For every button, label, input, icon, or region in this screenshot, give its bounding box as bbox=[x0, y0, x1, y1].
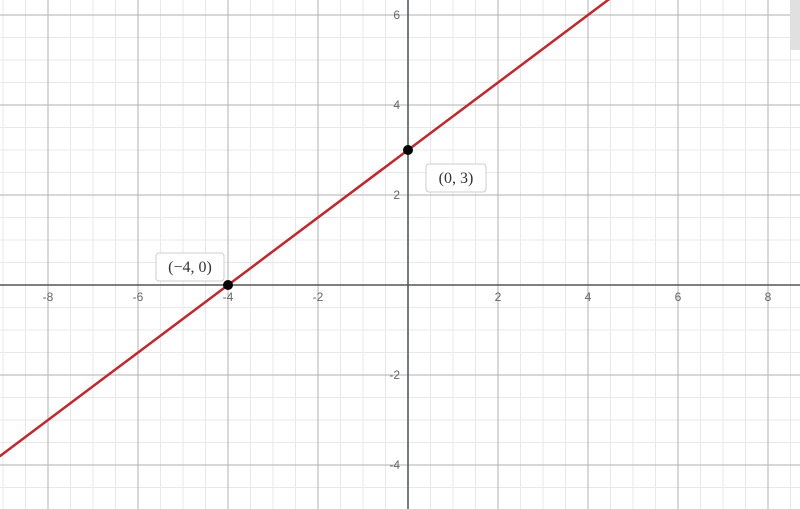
y-tick-label: 2 bbox=[393, 188, 400, 202]
y-tick-label: -2 bbox=[389, 368, 400, 382]
plotted-line bbox=[0, 0, 800, 471]
x-tick-label: -2 bbox=[313, 290, 324, 304]
chart-svg: -8 -6 -4 -2 2 4 6 8 -4 -2 2 4 6 (−4, 0) (0, 3) bbox=[0, 0, 800, 509]
plotted-point bbox=[403, 145, 413, 155]
x-tick-label: 4 bbox=[585, 290, 592, 304]
x-tick-label: 2 bbox=[495, 290, 502, 304]
x-tick-label: -8 bbox=[43, 290, 54, 304]
y-tick-label: 4 bbox=[393, 98, 400, 112]
y-tick-label: -4 bbox=[389, 458, 400, 472]
coordinate-plane: -8 -6 -4 -2 2 4 6 8 -4 -2 2 4 6 (−4, 0) (0, 3) bbox=[0, 0, 800, 509]
point-label: (0, 3) bbox=[439, 170, 474, 187]
y-tick-label: 6 bbox=[393, 8, 400, 22]
point-label: (−4, 0) bbox=[168, 259, 212, 276]
x-tick-label: -4 bbox=[223, 290, 234, 304]
x-tick-label: 6 bbox=[675, 290, 682, 304]
plotted-point bbox=[223, 280, 233, 290]
x-tick-label: 8 bbox=[765, 290, 772, 304]
x-tick-label: -6 bbox=[133, 290, 144, 304]
scrollbar-hint bbox=[790, 0, 800, 50]
